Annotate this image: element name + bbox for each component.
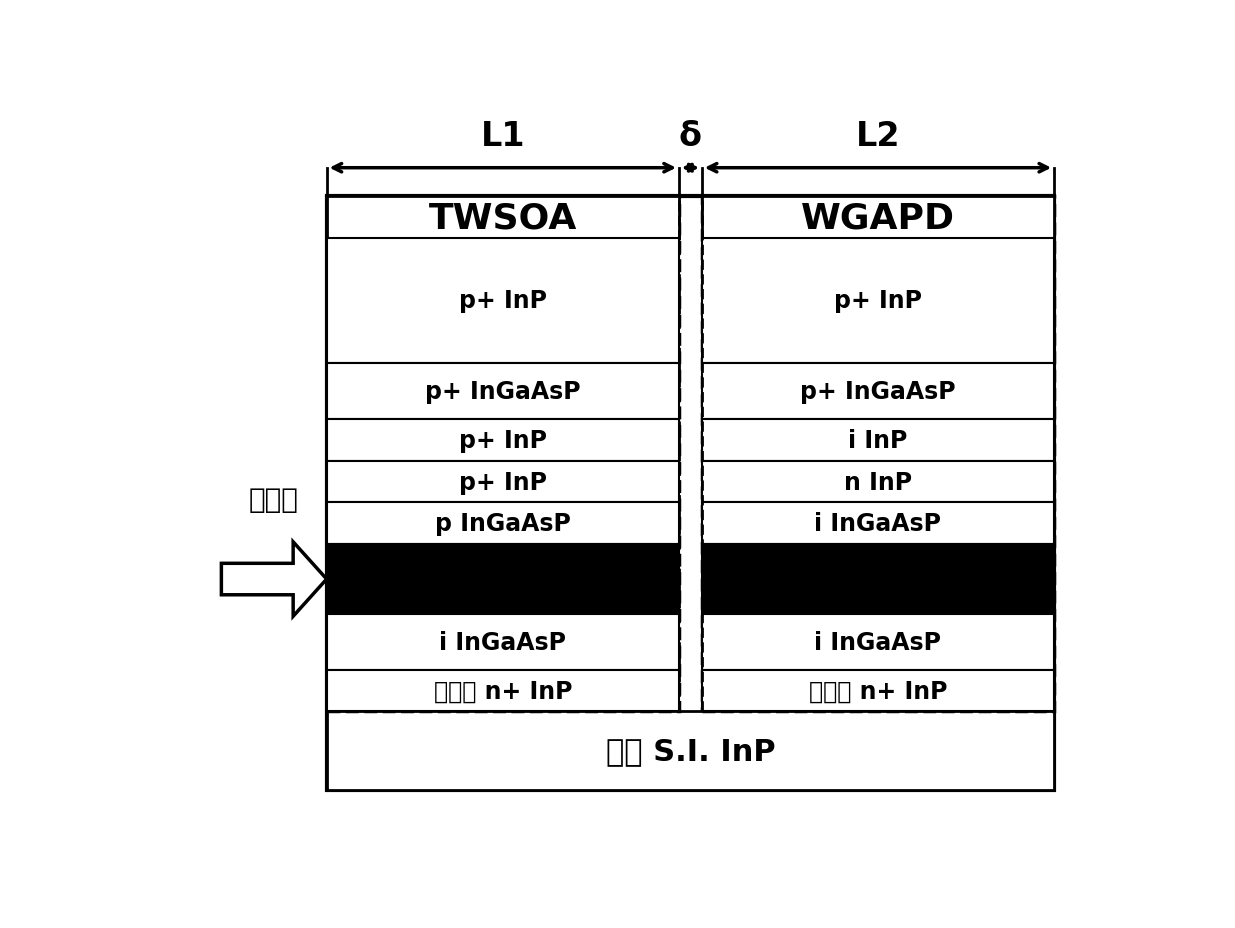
Bar	[326, 545, 679, 614]
Polygon shape	[221, 542, 326, 616]
Text: TWSOA: TWSOA	[429, 200, 577, 235]
Text: 入射光: 入射光	[249, 485, 299, 514]
Bar	[326, 461, 679, 503]
Text: p+ InP: p+ InP	[458, 470, 547, 494]
Text: 缓冲层 n+ InP: 缓冲层 n+ InP	[433, 678, 572, 702]
Bar	[701, 238, 1053, 364]
Bar	[326, 197, 679, 712]
Bar	[326, 197, 1053, 791]
Bar	[701, 197, 1053, 712]
Bar	[326, 364, 679, 419]
Bar	[701, 545, 1053, 614]
Bar	[701, 614, 1053, 670]
Bar	[701, 419, 1053, 461]
Text: 缓冲层 n+ InP: 缓冲层 n+ InP	[809, 678, 947, 702]
Bar	[701, 461, 1053, 503]
Bar	[326, 419, 679, 461]
Text: p+ InP: p+ InP	[458, 429, 547, 452]
Text: i InP: i InP	[848, 429, 908, 452]
Text: p+ InP: p+ InP	[834, 290, 923, 313]
Text: WGAPD: WGAPD	[802, 200, 955, 235]
Bar	[326, 614, 679, 670]
Text: L1: L1	[480, 120, 525, 153]
Text: p+ InP: p+ InP	[458, 290, 547, 313]
Text: 衬底 S.I. InP: 衬底 S.I. InP	[605, 737, 776, 766]
Text: i InGaAsP: i InGaAsP	[440, 630, 567, 654]
Bar	[326, 712, 1053, 791]
Bar	[326, 503, 679, 545]
Bar	[701, 364, 1053, 419]
Bar	[701, 197, 1053, 238]
Text: p InGaAsP: p InGaAsP	[435, 511, 571, 535]
Bar	[701, 670, 1053, 712]
Text: L2: L2	[856, 120, 900, 153]
Text: i InGaAsP: i InGaAsP	[814, 511, 941, 535]
Bar	[326, 670, 679, 712]
Bar	[701, 503, 1053, 545]
Bar	[326, 238, 679, 364]
Text: p+ InGaAsP: p+ InGaAsP	[800, 380, 956, 404]
Text: δ: δ	[679, 120, 701, 153]
Bar	[326, 197, 679, 238]
Text: i InGaAsP: i InGaAsP	[814, 630, 941, 654]
Text: n InP: n InP	[844, 470, 911, 494]
Text: p+ InGaAsP: p+ InGaAsP	[425, 380, 580, 404]
